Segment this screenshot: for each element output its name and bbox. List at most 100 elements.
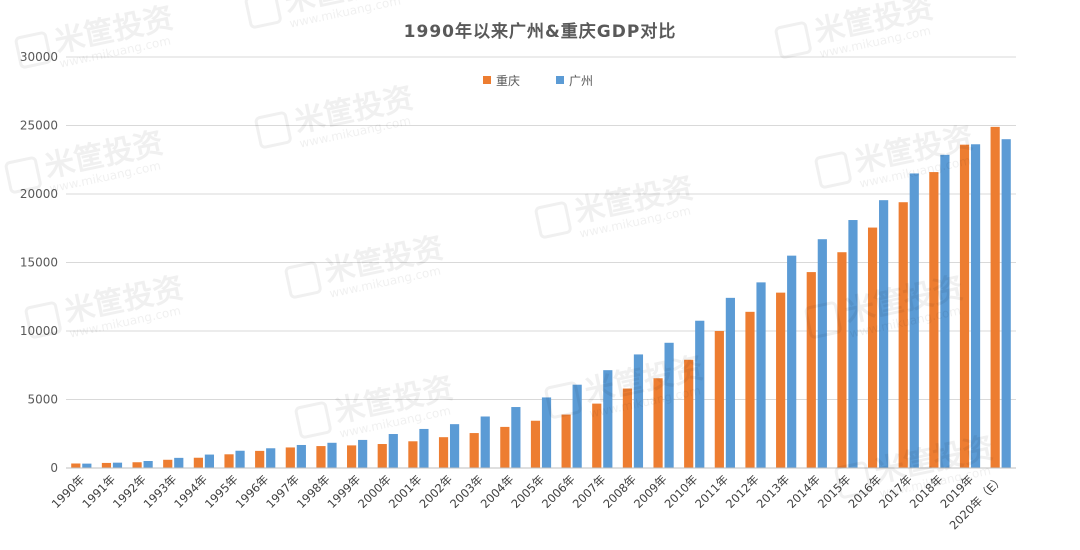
axes: 1990年1991年1992年1993年1994年1995年1996年1997年… [49, 467, 1016, 532]
x-tick-label: 2011年 [692, 472, 731, 511]
watermark-logo [834, 461, 872, 499]
legend: 重庆 广州 [483, 74, 593, 88]
x-tick-label: 2014年 [784, 472, 823, 511]
bar-guangzhou [82, 463, 92, 468]
bar-chongqing [438, 437, 449, 468]
x-tick-label: 2015年 [815, 472, 854, 511]
bar-chongqing [285, 447, 295, 468]
y-tick-label: 15000 [20, 256, 58, 270]
y-tick-label: 10000 [20, 324, 58, 338]
bar-guangzhou [266, 448, 276, 468]
bar-chongqing [71, 463, 81, 468]
x-tick-label: 1999年 [325, 472, 364, 511]
bar-chongqing [561, 414, 571, 468]
bar-chongqing [929, 172, 939, 468]
x-tick-label: 2010年 [662, 472, 701, 511]
watermark-logo [284, 261, 322, 299]
bar-chongqing [837, 252, 847, 468]
bar-guangzhou [541, 397, 552, 468]
bar-guangzhou [572, 384, 582, 468]
bar-chongqing [806, 272, 816, 468]
bar-guangzhou [756, 282, 766, 468]
bar-guangzhou [940, 154, 950, 468]
bar-guangzhou [664, 342, 674, 468]
x-tick-label: 1994年 [171, 472, 210, 511]
y-tick-label: 30000 [20, 50, 58, 64]
bar-guangzhou [112, 462, 123, 468]
watermark-logo [254, 111, 292, 149]
x-tick-label: 1990年 [49, 472, 88, 511]
bar-guangzhou [235, 450, 245, 468]
bar-chongqing [255, 450, 265, 469]
bar-chongqing [530, 420, 541, 468]
x-tick-label: 1992年 [110, 472, 149, 511]
watermark-logo [774, 21, 812, 59]
bar-guangzhou [633, 354, 644, 468]
bar-guangzhou [449, 424, 460, 468]
y-tick-label: 0 [50, 461, 58, 475]
bar-chongqing [959, 144, 970, 468]
bar-chongqing [898, 202, 908, 468]
bar-guangzhou [480, 416, 490, 468]
bar-chongqing [224, 454, 234, 468]
watermark-logo [14, 31, 52, 69]
watermark-logo [24, 301, 62, 339]
bar-chongqing [316, 446, 326, 468]
legend-label: 重庆 [496, 74, 520, 88]
bar-guangzhou [1001, 139, 1011, 468]
legend-label: 广州 [569, 74, 593, 88]
y-tick-label: 5000 [27, 393, 58, 407]
bar-chongqing [622, 388, 633, 468]
bar-chongqing [347, 445, 357, 468]
bar-guangzhou [879, 200, 889, 469]
x-tick-label: 2000年 [355, 472, 394, 511]
bar-guangzhou [787, 255, 797, 468]
bar-chongqing [776, 292, 786, 468]
bar-chongqing [990, 126, 1000, 469]
x-tick-label: 1991年 [79, 472, 118, 511]
x-tick-label: 2003年 [447, 472, 486, 511]
bar-guangzhou [388, 434, 398, 468]
x-tick-label: 2007年 [570, 472, 609, 511]
bar-chongqing [684, 359, 694, 468]
bar-chongqing [377, 444, 387, 468]
bar-guangzhou [909, 173, 919, 468]
bar-guangzhou [817, 239, 827, 468]
x-tick-label: 1998年 [294, 472, 333, 511]
bar-chongqing [653, 378, 663, 468]
bar-chongqing [592, 403, 602, 468]
bar-guangzhou [970, 144, 981, 468]
y-tick-label: 20000 [20, 187, 58, 201]
bars [71, 126, 1011, 469]
watermark-logo [544, 381, 582, 419]
bar-chongqing [714, 331, 724, 468]
bar-guangzhou [603, 370, 613, 468]
bar-guangzhou [695, 320, 705, 468]
bar-chongqing [101, 462, 112, 468]
chart-title: 1990年以来广州&重庆GDP对比 [404, 21, 677, 42]
bar-chongqing [408, 441, 418, 468]
watermark-logo [534, 201, 572, 239]
watermark-logo [814, 151, 852, 189]
x-tick-label: 2004年 [478, 472, 517, 511]
x-tick-label: 2005年 [508, 472, 547, 511]
bar-chongqing [193, 457, 203, 468]
x-tick-label: 2013年 [754, 472, 793, 511]
x-tick-label: 2006年 [539, 472, 578, 511]
x-tick-label: 2008年 [600, 472, 639, 511]
x-tick-label: 2001年 [386, 472, 425, 511]
bar-guangzhou [419, 428, 429, 468]
bar-chongqing [500, 426, 510, 468]
bar-chongqing [745, 311, 755, 468]
legend-swatch [556, 76, 564, 84]
gridlines: 0 5000 10000 15000 20000 25000 30000 [20, 50, 1016, 475]
legend-swatch [483, 76, 491, 84]
x-tick-label: 1996年 [233, 472, 272, 511]
x-tick-label: 2009年 [631, 472, 670, 511]
bar-guangzhou [327, 442, 337, 468]
x-tick-label: 2002年 [416, 472, 455, 511]
x-tick-label: 1997年 [263, 472, 302, 511]
y-tick-label: 25000 [20, 119, 58, 133]
bar-guangzhou [848, 220, 858, 468]
